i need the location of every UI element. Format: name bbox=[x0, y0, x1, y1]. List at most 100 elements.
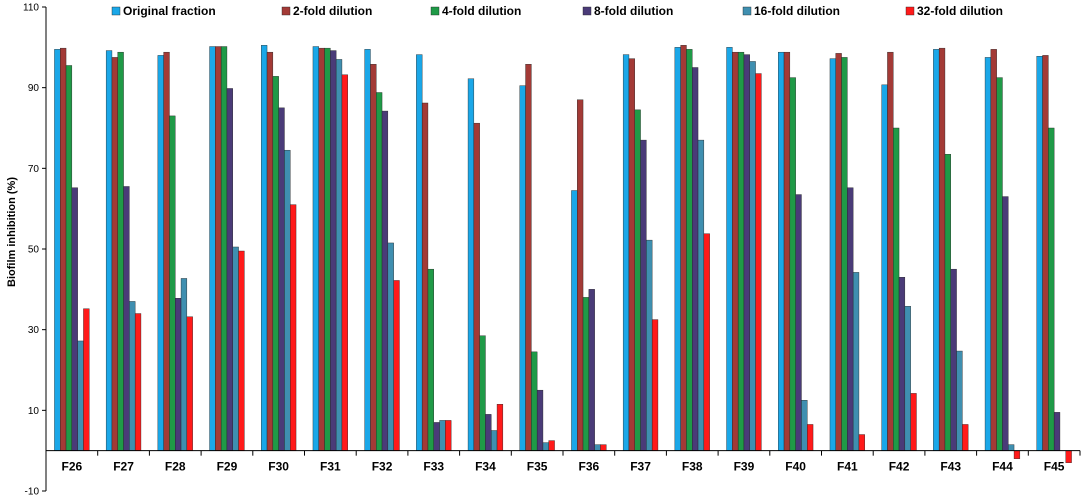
bar bbox=[123, 186, 130, 451]
bar bbox=[186, 316, 193, 451]
bar bbox=[858, 434, 865, 451]
bar bbox=[105, 50, 113, 451]
y-axis: -10 10 30 50 70 90 110 bbox=[23, 3, 47, 498]
bar bbox=[933, 49, 940, 451]
x-tick-label: F31 bbox=[320, 460, 341, 474]
bar bbox=[491, 430, 498, 451]
legend-item: 4-fold dilution bbox=[430, 4, 521, 18]
bar bbox=[324, 47, 331, 451]
x-tick-label: F30 bbox=[268, 460, 289, 474]
x-tick-label: F28 bbox=[165, 460, 186, 474]
x-tick-label: F34 bbox=[475, 460, 496, 474]
legend-item: 32-fold dilution bbox=[905, 4, 1003, 18]
legend-swatch bbox=[111, 6, 121, 16]
bar bbox=[588, 289, 595, 451]
bar bbox=[335, 59, 343, 451]
bar bbox=[783, 51, 791, 451]
bar bbox=[278, 107, 285, 451]
legend-swatch bbox=[281, 6, 291, 16]
bar bbox=[692, 67, 699, 451]
bar bbox=[226, 88, 233, 451]
bar bbox=[134, 313, 142, 451]
series-5 bbox=[77, 59, 1066, 451]
bar bbox=[290, 204, 297, 451]
x-tick-label: F35 bbox=[527, 460, 548, 474]
bar bbox=[990, 49, 997, 451]
bar bbox=[60, 47, 67, 451]
y-tick-label: 30 bbox=[28, 325, 40, 336]
bar bbox=[680, 45, 687, 451]
bar bbox=[847, 187, 854, 451]
bar bbox=[778, 51, 785, 451]
x-tick-label: F36 bbox=[579, 460, 600, 474]
bar bbox=[111, 57, 118, 451]
bar bbox=[215, 46, 222, 451]
bar bbox=[852, 272, 860, 451]
x-tick-label: F44 bbox=[992, 460, 1013, 474]
bar bbox=[272, 76, 279, 451]
legend-swatch bbox=[905, 6, 915, 16]
bar bbox=[330, 50, 337, 451]
bar bbox=[841, 57, 848, 451]
bar bbox=[519, 85, 526, 451]
bar bbox=[984, 57, 992, 451]
bar bbox=[433, 422, 440, 451]
x-tick-label: F27 bbox=[113, 460, 134, 474]
bar bbox=[548, 440, 555, 451]
legend-swatch bbox=[582, 6, 592, 16]
bar bbox=[634, 109, 641, 451]
bar bbox=[341, 74, 348, 451]
y-tick-label: 10 bbox=[28, 406, 40, 417]
bar bbox=[261, 45, 268, 451]
bar bbox=[232, 246, 239, 451]
bar bbox=[129, 301, 136, 451]
bar bbox=[427, 268, 434, 451]
bar bbox=[54, 49, 61, 451]
legend-item: 16-fold dilution bbox=[742, 4, 840, 18]
legend-item: 8-fold dilution bbox=[582, 4, 673, 18]
bar bbox=[479, 335, 486, 451]
bar bbox=[962, 424, 969, 451]
bar bbox=[71, 187, 78, 451]
bar bbox=[531, 351, 538, 451]
series-3 bbox=[65, 46, 1055, 451]
bar bbox=[938, 47, 946, 451]
y-tick-label: -10 bbox=[25, 487, 40, 498]
bar bbox=[439, 420, 446, 451]
legend-swatch bbox=[742, 6, 752, 16]
bar bbox=[393, 280, 400, 451]
bar bbox=[485, 414, 492, 451]
bar bbox=[473, 122, 480, 451]
bar bbox=[582, 297, 590, 451]
x-tick-label: F42 bbox=[889, 460, 910, 474]
bar bbox=[622, 54, 630, 451]
bar bbox=[881, 84, 888, 451]
legend-swatch bbox=[430, 6, 440, 16]
bar bbox=[674, 47, 681, 451]
x-tick-label: F26 bbox=[62, 460, 83, 474]
bar bbox=[950, 268, 957, 451]
bar bbox=[829, 58, 836, 451]
bar bbox=[904, 306, 911, 451]
bar bbox=[180, 278, 188, 451]
y-tick-label: 90 bbox=[28, 83, 40, 94]
x-tick-label: F45 bbox=[1044, 460, 1065, 474]
bar bbox=[467, 78, 475, 451]
bar bbox=[65, 65, 73, 451]
y-tick-label: 110 bbox=[23, 3, 39, 14]
bar bbox=[686, 49, 693, 451]
y-tick-label: 70 bbox=[28, 164, 40, 175]
bar bbox=[703, 233, 710, 451]
bar bbox=[893, 127, 900, 451]
x-axis: F26 F27 F28 F29 F30 F31 F32 F33 F34 F35 F36 F37 F38 F… bbox=[46, 450, 1081, 474]
x-tick-label: F38 bbox=[682, 460, 703, 474]
legend-label: 32-fold dilution bbox=[917, 4, 1003, 18]
x-tick-label: F37 bbox=[630, 460, 651, 474]
bar bbox=[175, 298, 182, 451]
bar bbox=[238, 250, 245, 451]
bar bbox=[732, 51, 739, 451]
x-tick-label: F40 bbox=[785, 460, 806, 474]
legend-label: 4-fold dilution bbox=[442, 4, 521, 18]
x-tick-label: F41 bbox=[837, 460, 858, 474]
